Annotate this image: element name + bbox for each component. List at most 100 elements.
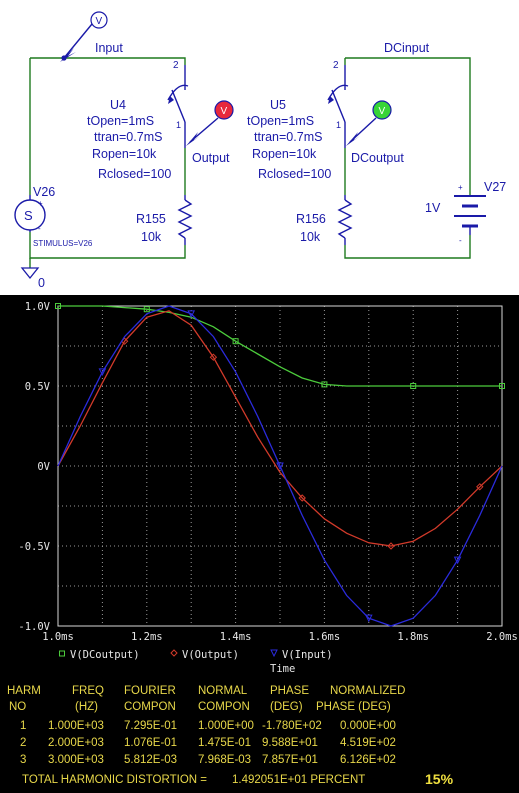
resistor-r156[interactable] xyxy=(337,195,353,245)
output-voltage-probe[interactable]: V xyxy=(186,100,234,146)
legend-marker xyxy=(59,650,65,657)
x-tick-label: 1.8ms xyxy=(397,631,429,643)
r155-value-label: 10k xyxy=(141,230,162,244)
series-point xyxy=(387,542,395,550)
fourier-cell: 7.857E+01 xyxy=(262,754,318,766)
fourier-header-cell: NORMAL xyxy=(198,685,248,697)
fourier-cell: 9.588E+01 xyxy=(262,737,318,749)
x-tick-label: 2.0ms xyxy=(486,631,518,643)
y-tick-label: 0V xyxy=(37,461,50,473)
fourier-cell: -1.780E+02 xyxy=(262,720,322,732)
legend-entry: V(Input) xyxy=(270,649,333,661)
fourier-header-cell: PHASE (DEG) xyxy=(316,701,391,713)
u5-param-ttran: ttran=0.7mS xyxy=(254,130,322,144)
fourier-cell: 3.000E+03 xyxy=(48,754,104,766)
u4-param-ropen: Ropen=10k xyxy=(92,147,157,161)
fourier-cell: 4.519E+02 xyxy=(340,737,396,749)
probe-v-label-dcoutput: V xyxy=(379,106,386,117)
wire-input-top xyxy=(30,57,186,65)
u4-ref-label: U4 xyxy=(110,98,126,112)
r156-ref-label: R156 xyxy=(296,212,326,226)
input-voltage-probe[interactable]: V xyxy=(60,11,108,62)
legend-entry: V(Output) xyxy=(170,649,239,661)
fourier-cell: 0.000E+00 xyxy=(340,720,396,732)
fourier-rows: 1 1.000E+03 7.295E-01 1.000E+00 -1.780E+02 0.… xyxy=(20,720,396,766)
legend-marker xyxy=(270,649,278,658)
net-label-input: Input xyxy=(95,41,123,55)
fourier-header-cell: PHASE xyxy=(270,685,309,697)
y-axis-ticks: -1.0V -0.5V 0V 0.5V 1.0V xyxy=(18,301,50,633)
fourier-cell: 1.000E+00 xyxy=(198,720,254,732)
u4-pin2-label: 2 xyxy=(173,60,179,71)
y-tick-label: 1.0V xyxy=(25,301,51,313)
probe-v-label-output: V xyxy=(221,106,228,117)
x-tick-label: 1.2ms xyxy=(131,631,163,643)
fourier-cell: 2 xyxy=(20,737,26,749)
net-label-dcinput: DCinput xyxy=(384,41,430,55)
resistor-r155[interactable] xyxy=(177,195,193,245)
fourier-header-cell: HARM xyxy=(7,685,41,697)
u5-param-rclosed: Rclosed=100 xyxy=(258,167,331,181)
ground-icon xyxy=(20,267,40,280)
fourier-header-cell: FOURIER xyxy=(124,685,176,697)
series-point xyxy=(276,462,284,471)
battery-v27[interactable] xyxy=(454,195,486,235)
v26-source-symbol: S xyxy=(24,208,33,223)
series-line-vinput xyxy=(57,305,503,627)
fourier-cell: 1.475E-01 xyxy=(198,737,251,749)
switch-u5[interactable] xyxy=(327,65,349,148)
r156-value-label: 10k xyxy=(300,230,321,244)
v26-minus-sign: - xyxy=(38,224,41,233)
series-line-voutput xyxy=(57,310,503,547)
x-axis-title: Time xyxy=(270,663,295,675)
series-point xyxy=(453,556,462,565)
u5-param-topen: tOpen=1mS xyxy=(247,114,314,128)
switch-u4[interactable] xyxy=(167,65,189,148)
wire-right-bottom xyxy=(344,235,471,259)
u4-param-rclosed: Rclosed=100 xyxy=(98,167,171,181)
fourier-header: HARM FREQ FOURIER NORMAL PHASE NORMALIZED NO (H… xyxy=(7,685,405,713)
u5-pin1-label: 1 xyxy=(336,120,341,130)
legend-label: V(Input) xyxy=(282,649,333,661)
series-point xyxy=(55,303,61,309)
u5-pin2-label: 2 xyxy=(333,60,339,71)
schematic-panel: V Input 2 1 U4 tOpen=1mS ttran=0.7mS Rop… xyxy=(0,0,519,295)
x-axis-ticks: 1.0ms 1.2ms 1.4ms 1.6ms 1.8ms 2.0ms xyxy=(42,631,518,643)
plot-series xyxy=(55,303,505,627)
fourier-cell: 7.295E-01 xyxy=(124,720,177,732)
series-point xyxy=(499,383,505,389)
fourier-analysis-table: HARM FREQ FOURIER NORMAL PHASE NORMALIZED NO (H… xyxy=(0,679,519,793)
series-point xyxy=(209,353,218,361)
net-label-output: Output xyxy=(192,151,230,165)
series-point xyxy=(476,483,484,491)
y-tick-label: -1.0V xyxy=(18,621,50,633)
fourier-cell: 1.000E+03 xyxy=(48,720,104,732)
u4-param-ttran: ttran=0.7mS xyxy=(94,130,162,144)
series-point xyxy=(410,383,417,389)
x-tick-label: 1.6ms xyxy=(309,631,341,643)
dcoutput-voltage-probe[interactable]: V xyxy=(346,100,392,146)
u4-param-topen: tOpen=1mS xyxy=(87,114,154,128)
r155-ref-label: R155 xyxy=(136,212,166,226)
waveform-plot: -1.0V -0.5V 0V 0.5V 1.0V 1.0ms 1.2ms 1.4ms 1.6m… xyxy=(0,295,519,679)
fourier-header-cell: NORMALIZED xyxy=(330,685,405,697)
ground-node-label: 0 xyxy=(38,276,45,290)
fourier-header-cell: NO xyxy=(9,701,26,713)
v26-plus-sign: + xyxy=(38,199,43,208)
wire-dcinput-top xyxy=(345,57,471,195)
fourier-cell: 3 xyxy=(20,754,26,766)
series-point xyxy=(143,306,150,313)
fourier-header-cell: (HZ) xyxy=(75,701,98,713)
fourier-cell: 7.968E-03 xyxy=(198,754,251,766)
source-v26[interactable]: S + - xyxy=(14,195,46,233)
thd-badge: 15% xyxy=(425,771,454,787)
fourier-cell: 1 xyxy=(20,720,26,732)
y-tick-label: 0.5V xyxy=(25,381,51,393)
series-point xyxy=(321,381,328,388)
legend-marker xyxy=(170,649,178,657)
series-point xyxy=(98,368,107,377)
v27-minus-sign: - xyxy=(459,236,462,245)
series-point xyxy=(232,338,239,345)
thd-value: 1.492051E+01 PERCENT xyxy=(232,774,365,786)
